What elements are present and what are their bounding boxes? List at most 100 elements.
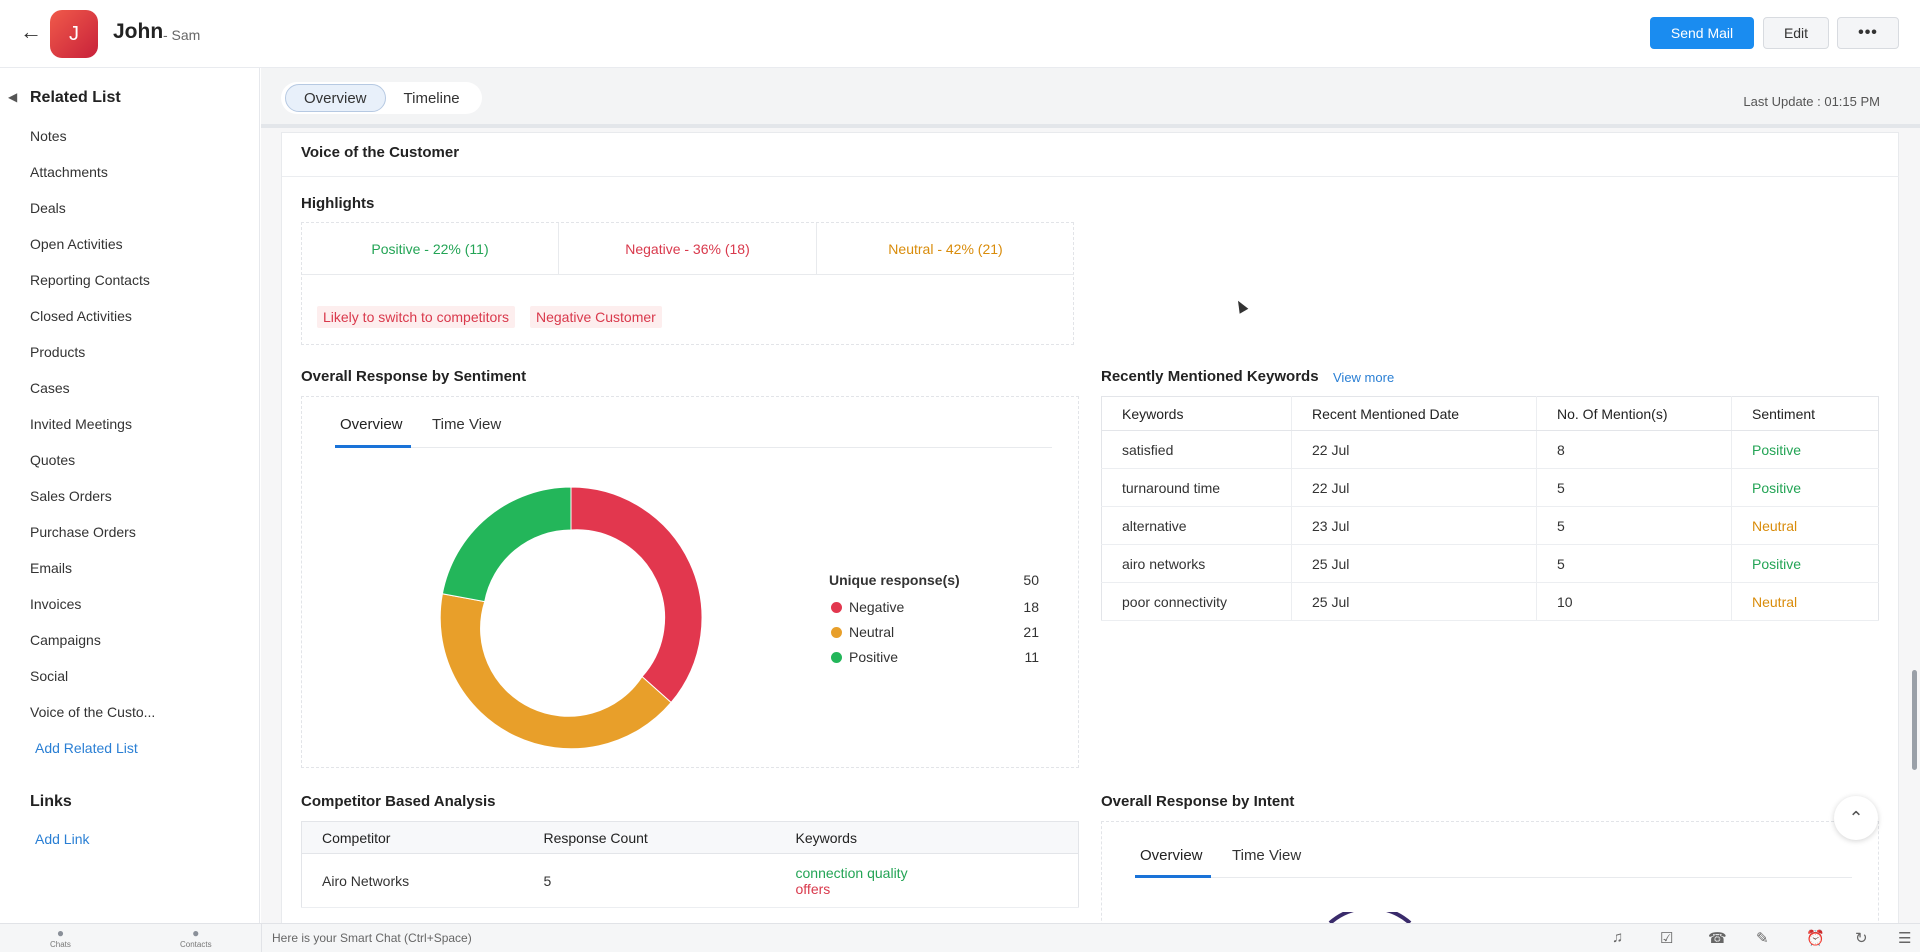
related-list-title: Related List [30, 89, 121, 106]
col-sentiment[interactable]: Sentiment [1731, 396, 1879, 431]
col-keywords[interactable]: Keywords [1101, 396, 1292, 431]
chevron-up-icon: ⌃ [1848, 807, 1864, 828]
add-related-list-link[interactable]: Add Related List [35, 740, 138, 756]
keyword-cell: poor connectivity [1101, 582, 1292, 621]
alarm-icon[interactable]: ⏰ [1806, 930, 1825, 947]
keywords-header-row: Keywords Recent Mentioned Date No. Of Me… [1101, 396, 1879, 431]
tab-sentiment-timeview[interactable]: Time View [432, 416, 502, 433]
neutral-dot-icon [831, 627, 842, 638]
intent-box [1101, 821, 1879, 931]
sidebar-item-sales-orders[interactable]: Sales Orders [30, 488, 112, 504]
tab-overview[interactable]: Overview [285, 84, 386, 112]
col-comp-keywords[interactable]: Keywords [775, 821, 1079, 854]
date-cell: 25 Jul [1291, 544, 1537, 583]
col-response-count[interactable]: Response Count [523, 821, 776, 854]
edit-button[interactable]: Edit [1763, 17, 1829, 49]
tab-intent-overview[interactable]: Overview [1140, 847, 1203, 864]
tab-intent-timeview[interactable]: Time View [1232, 847, 1302, 864]
keyword-offers: offers [795, 880, 831, 897]
sidebar-item-cases[interactable]: Cases [30, 380, 70, 396]
announcement-icon[interactable]: ♫ [1612, 929, 1624, 946]
legend-positive[interactable]: Positive [831, 649, 898, 665]
count-cell: 8 [1536, 430, 1732, 469]
history-icon[interactable]: ↻ [1855, 930, 1868, 947]
notes-icon[interactable]: ☰ [1898, 930, 1912, 947]
avatar-letter: J [69, 22, 79, 45]
sentiment-box [301, 396, 1079, 768]
positive-dot-icon [831, 652, 842, 663]
sentiment-cell: Neutral [1731, 506, 1879, 545]
legend-neutral[interactable]: Neutral [831, 624, 894, 640]
sidebar-item-invoices[interactable]: Invoices [30, 596, 82, 612]
sidebar-item-invited-meetings[interactable]: Invited Meetings [30, 416, 132, 432]
translate-icon[interactable]: ✎ [1756, 930, 1769, 947]
col-recent-date[interactable]: Recent Mentioned Date [1291, 396, 1537, 431]
sentiment-cell: Positive [1731, 430, 1879, 469]
col-competitor[interactable]: Competitor [301, 821, 524, 854]
sidebar-item-emails[interactable]: Emails [30, 560, 73, 576]
legend-neutral-value: 21 [1023, 624, 1039, 640]
add-link[interactable]: Add Link [35, 831, 90, 847]
calls-icon[interactable]: ☎ [1708, 930, 1727, 947]
intent-title: Overall Response by Intent [1101, 793, 1295, 810]
keywords-title: Recently Mentioned Keywords [1101, 368, 1319, 385]
table-row[interactable]: poor connectivity 25 Jul 10 Neutral [1101, 582, 1879, 621]
collapse-sidebar-icon[interactable]: ◀ [8, 90, 18, 104]
record-name: John [113, 20, 164, 43]
send-mail-button[interactable]: Send Mail [1650, 17, 1754, 49]
donut-positive[interactable] [441, 487, 572, 603]
last-update-text: Last Update : 01:15 PM [1743, 94, 1880, 109]
back-arrow-icon[interactable]: ← [20, 19, 42, 44]
links-title: Links [30, 793, 72, 810]
date-cell: 22 Jul [1291, 468, 1537, 507]
table-row[interactable]: Airo Networks 5 connection quality offer… [301, 853, 1079, 908]
sidebar-item-voice-of-customer[interactable]: Voice of the Custo... [30, 704, 156, 720]
more-options-button[interactable]: ••• [1837, 17, 1899, 49]
contacts-button[interactable]: ● Contacts [180, 926, 212, 949]
legend-negative[interactable]: Negative [831, 599, 904, 615]
view-more-link[interactable]: View more [1333, 370, 1395, 385]
table-row[interactable]: alternative 23 Jul 5 Neutral [1101, 506, 1879, 545]
keyword-connection-quality: connection quality [795, 864, 908, 881]
sentiment-cell: Neutral [1731, 582, 1879, 621]
sentiment-donut-chart [440, 487, 702, 749]
sidebar-item-campaigns[interactable]: Campaigns [30, 632, 101, 648]
smart-chat-input[interactable]: Here is your Smart Chat (Ctrl+Space) [261, 924, 1601, 952]
record-subname: - Sam [163, 27, 201, 43]
competitor-header-row: Competitor Response Count Keywords [301, 821, 1079, 854]
record-tabs: Overview Timeline [281, 82, 482, 114]
avatar[interactable]: J [50, 10, 98, 58]
legend-header: Unique response(s) [829, 572, 960, 588]
keyword-cell: airo networks [1101, 544, 1292, 583]
sidebar-item-deals[interactable]: Deals [30, 200, 66, 216]
tab-sentiment-overview[interactable]: Overview [340, 416, 403, 433]
sidebar-item-attachments[interactable]: Attachments [30, 164, 108, 180]
table-row[interactable]: turnaround time 22 Jul 5 Positive [1101, 468, 1879, 507]
record-tabbar: Overview Timeline Last Update : 01:15 PM [261, 68, 1920, 128]
donut-neutral[interactable] [440, 593, 672, 749]
sidebar-item-social[interactable]: Social [30, 668, 69, 684]
table-row[interactable]: airo networks 25 Jul 5 Positive [1101, 544, 1879, 583]
scroll-to-top-button[interactable]: ⌃ [1834, 796, 1878, 840]
sidebar-item-reporting-contacts[interactable]: Reporting Contacts [30, 272, 150, 288]
col-mentions[interactable]: No. Of Mention(s) [1536, 396, 1732, 431]
legend-positive-label: Positive [849, 649, 899, 665]
sidebar-item-open-activities[interactable]: Open Activities [30, 236, 123, 252]
sidebar-item-closed-activities[interactable]: Closed Activities [30, 308, 132, 324]
table-row[interactable]: satisfied 22 Jul 8 Positive [1101, 430, 1879, 469]
page-scrollbar[interactable] [1912, 670, 1917, 770]
sidebar-item-products[interactable]: Products [30, 344, 86, 360]
chats-button[interactable]: ● Chats [50, 926, 71, 949]
donut-negative[interactable] [570, 487, 702, 704]
keyword-cell: satisfied [1101, 430, 1292, 469]
legend-negative-label: Negative [849, 599, 905, 615]
tab-timeline[interactable]: Timeline [403, 89, 460, 107]
tasks-icon[interactable]: ☑ [1660, 930, 1674, 947]
sentiment-cell: Positive [1731, 468, 1879, 507]
date-cell: 25 Jul [1291, 582, 1537, 621]
card-divider [282, 176, 1899, 177]
sidebar-item-quotes[interactable]: Quotes [30, 452, 76, 468]
sidebar-item-purchase-orders[interactable]: Purchase Orders [30, 524, 136, 540]
sidebar-item-notes[interactable]: Notes [30, 128, 67, 144]
highlight-positive: Positive - 22% (11) [302, 223, 559, 275]
